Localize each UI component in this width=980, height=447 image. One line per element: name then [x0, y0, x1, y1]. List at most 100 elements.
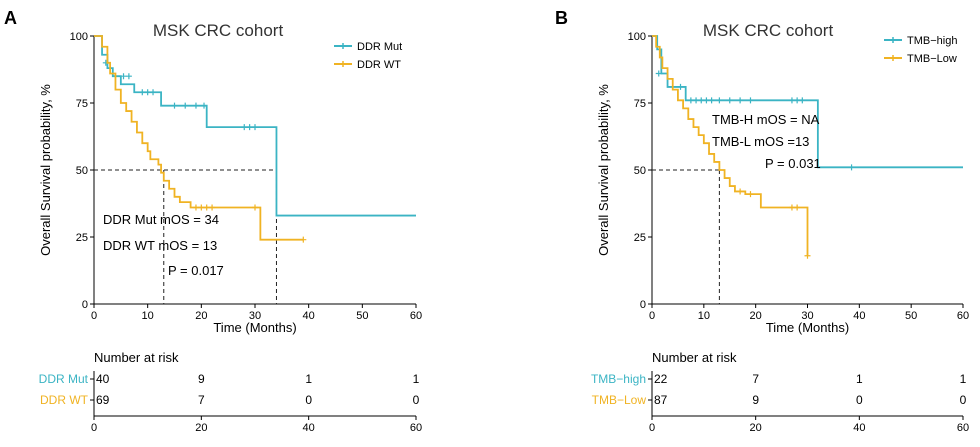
- p2-risk-axis-tick-label: 0: [649, 422, 655, 434]
- p1-censor-mark-1: [125, 73, 132, 80]
- p1-y-tick-label: 0: [82, 299, 88, 311]
- p1-risk-table-title: Number at risk: [94, 350, 179, 365]
- p2-risk-row-label-1: TMB−high: [591, 372, 646, 386]
- p2-censor-mark-1: [703, 97, 710, 104]
- p2-legend-label-2: TMB−Low: [907, 53, 957, 65]
- p2-censor-mark-1: [677, 83, 684, 90]
- p2-annotation-3: P = 0.031: [765, 156, 821, 171]
- p1-risk-value: 7: [198, 393, 205, 407]
- p2-y-tick-label: 50: [634, 165, 646, 177]
- p2-censor-mark-1: [799, 97, 806, 104]
- p1-panel-label: A: [4, 8, 17, 28]
- p1-censor-mark-1: [139, 89, 146, 96]
- p1-x-tick-label: 40: [303, 310, 315, 322]
- p1-annotation-1: DDR Mut mOS = 34: [103, 212, 219, 227]
- p2-x-axis-label: Time (Months): [766, 320, 849, 335]
- p1-annotation-3: P = 0.017: [168, 263, 224, 278]
- p1-x-tick-label: 30: [249, 310, 261, 322]
- p1-risk-axis-tick-label: 60: [410, 422, 422, 434]
- p2-y-tick-label: 25: [634, 232, 646, 244]
- p1-risk-axis-tick-label: 20: [195, 422, 207, 434]
- p2-y-tick-label: 75: [634, 98, 646, 110]
- p2-censor-mark-1: [687, 97, 694, 104]
- p1-censor-mark-1: [150, 89, 157, 96]
- p2-censor-mark-1: [655, 70, 662, 77]
- p1-risk-value: 1: [413, 372, 420, 386]
- p1-chart-title: MSK CRC cohort: [153, 21, 284, 40]
- p2-censor-mark-1: [747, 97, 754, 104]
- p2-censor-mark-2: [804, 252, 811, 259]
- p2-censor-mark-2: [747, 191, 754, 198]
- p2-x-tick-label: 60: [957, 310, 969, 322]
- p2-risk-value: 1: [856, 372, 863, 386]
- p2-censor-mark-1: [737, 97, 744, 104]
- p2-censor-mark-1: [788, 97, 795, 104]
- p1-censor-mark-2: [209, 204, 216, 211]
- p1-series-line-2: [94, 35, 304, 241]
- p1-censor-mark-2: [192, 204, 199, 211]
- p2-risk-axis-tick-label: 40: [853, 422, 865, 434]
- p2-censor-mark-1: [726, 97, 733, 104]
- p1-censor-mark-1: [252, 124, 258, 131]
- p2-censor-mark-1: [693, 97, 700, 104]
- p2-censor-mark-2: [737, 188, 744, 195]
- p2-risk-value: 9: [752, 393, 759, 407]
- p2-censor-mark-2: [788, 204, 795, 211]
- p2-risk-value: 0: [960, 393, 967, 407]
- p1-censor-mark-1: [192, 102, 199, 109]
- p2-censor-mark-1: [794, 97, 801, 104]
- p1-censor-mark-1: [171, 102, 178, 109]
- p2-panel-label: B: [555, 8, 568, 28]
- p2-series-line-2: [652, 35, 809, 256]
- p1-x-tick-label: 50: [356, 310, 368, 322]
- p2-censor-mark-1: [708, 97, 715, 104]
- p2-y-tick-label: 0: [640, 299, 646, 311]
- p2-x-tick-label: 0: [649, 310, 655, 322]
- p1-y-axis-label: Overall Survival probability, %: [38, 84, 53, 256]
- p2-risk-axis-tick-label: 20: [750, 422, 762, 434]
- p1-risk-row-label-1: DDR Mut: [39, 372, 89, 386]
- p1-x-tick-label: 60: [410, 310, 422, 322]
- p2-y-tick-label: 100: [628, 31, 646, 43]
- p1-risk-value: 69: [96, 393, 110, 407]
- p1-y-tick-label: 100: [70, 31, 88, 43]
- p1-x-axis-label: Time (Months): [213, 320, 296, 335]
- p1-risk-value: 1: [305, 372, 312, 386]
- p1-censor-mark-1: [246, 124, 253, 131]
- p2-censor-mark-1: [848, 164, 855, 171]
- p2-risk-table-title: Number at risk: [652, 350, 737, 365]
- p2-chart-title: MSK CRC cohort: [703, 21, 834, 40]
- p1-censor-mark-1: [144, 89, 151, 96]
- p1-risk-value: 0: [413, 393, 420, 407]
- p2-risk-value: 87: [654, 393, 668, 407]
- p2-annotation-1: TMB-H mOS = NA: [712, 112, 820, 127]
- p1-x-tick-label: 20: [195, 310, 207, 322]
- p2-risk-axis-tick-label: 60: [957, 422, 969, 434]
- p1-risk-axis-tick-label: 40: [303, 422, 315, 434]
- p1-censor-mark-2: [203, 204, 210, 211]
- p2-x-tick-label: 50: [905, 310, 917, 322]
- p2-x-tick-label: 20: [750, 310, 762, 322]
- p2-censor-mark-2: [794, 204, 801, 211]
- p2-censor-mark-1: [698, 97, 705, 104]
- p2-y-axis-label: Overall Survival probability, %: [596, 84, 611, 256]
- p1-censor-mark-1: [241, 124, 248, 131]
- p2-annotation-2: TMB-L mOS =13: [712, 134, 809, 149]
- p1-censor-mark-1: [120, 73, 127, 80]
- p1-x-tick-label: 0: [91, 310, 97, 322]
- p1-censor-mark-1: [182, 102, 189, 109]
- p2-risk-value: 1: [960, 372, 967, 386]
- p2-risk-value: 22: [654, 372, 668, 386]
- p1-censor-mark-2: [300, 236, 307, 243]
- p2-x-tick-label: 40: [853, 310, 865, 322]
- p1-y-tick-label: 50: [76, 165, 88, 177]
- p1-annotation-2: DDR WT mOS = 13: [103, 238, 217, 253]
- p1-censor-mark-2: [252, 204, 258, 211]
- p1-y-tick-label: 25: [76, 232, 88, 244]
- p2-risk-row-label-2: TMB−Low: [592, 393, 647, 407]
- p1-x-tick-label: 10: [142, 310, 154, 322]
- p2-risk-value: 7: [752, 372, 759, 386]
- p2-censor-mark-1: [716, 97, 723, 104]
- p1-censor-mark-2: [198, 204, 205, 211]
